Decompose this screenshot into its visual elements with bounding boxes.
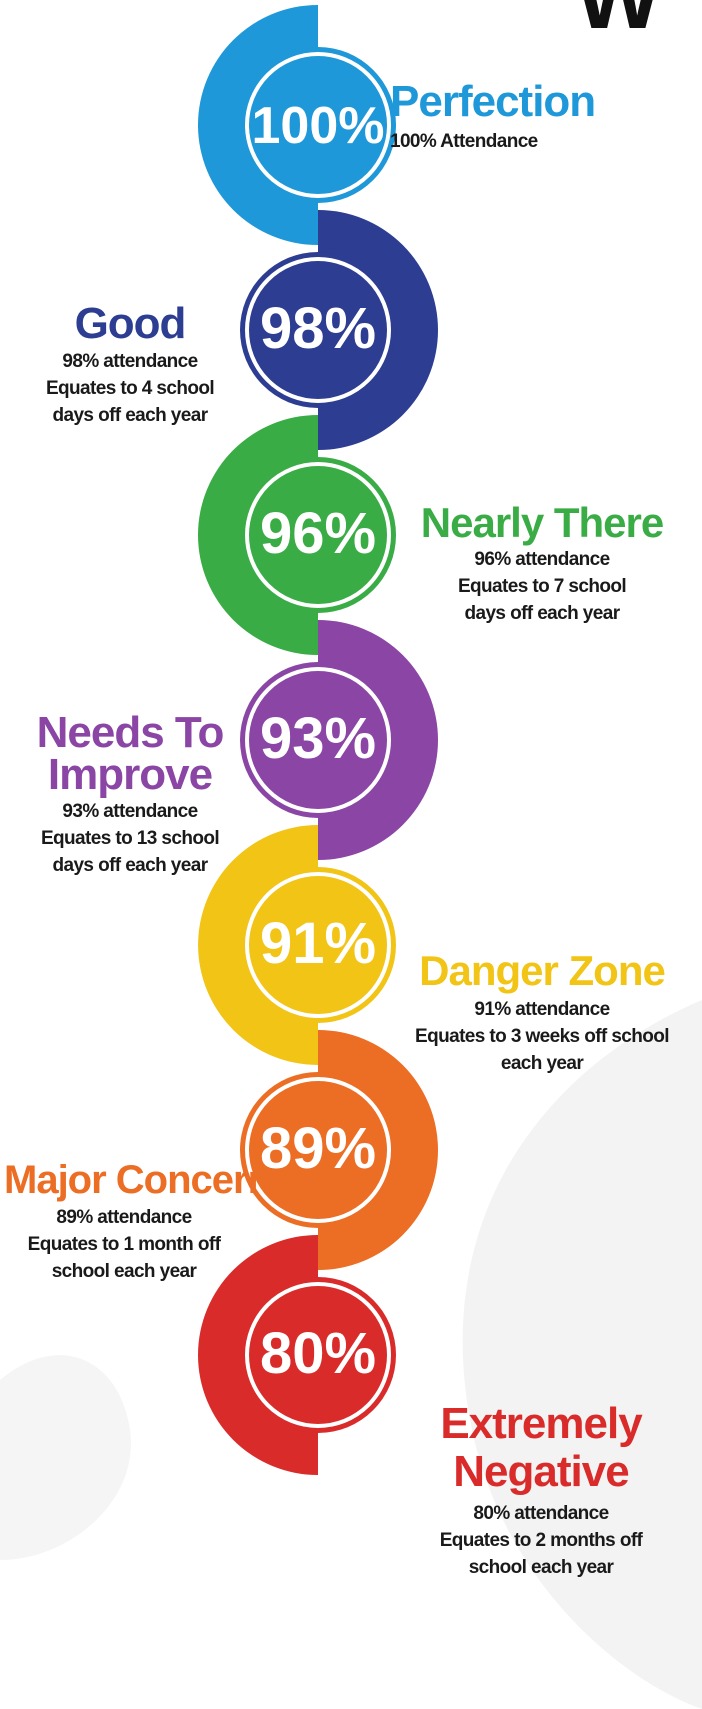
percent-circle-5: 89% bbox=[240, 1072, 396, 1228]
level-block-danger-zone: Danger Zone 91% attendance Equates to 3 … bbox=[392, 950, 692, 1077]
percent-label: 89% bbox=[260, 1116, 376, 1181]
level-description: 98% attendance Equates to 4 school days … bbox=[45, 351, 215, 426]
percent-circle-6: 80% bbox=[240, 1277, 396, 1433]
level-block-perfection: Perfection 100% Attendance bbox=[390, 80, 610, 155]
level-block-extremely-negative: Extremely Negative 80% attendance Equate… bbox=[410, 1400, 672, 1581]
level-title: Needs To Improve bbox=[36, 708, 225, 799]
level-title: Extremely Negative bbox=[440, 1399, 642, 1496]
level-description: 96% attendance Equates to 7 school days … bbox=[457, 549, 627, 624]
attendance-spine: 100% 98% 96% 93% 91% 89% 80% bbox=[198, 5, 438, 1475]
level-title: Danger Zone bbox=[419, 947, 666, 994]
header-fragment: W bbox=[575, 0, 662, 48]
percent-label: 98% bbox=[260, 296, 376, 361]
percent-circle-4: 91% bbox=[240, 867, 396, 1023]
level-title: Perfection bbox=[390, 77, 596, 126]
percent-circle-2: 96% bbox=[240, 457, 396, 613]
level-title: Major Concern bbox=[4, 1158, 272, 1202]
level-block-major-concern: Major Concern 89% attendance Equates to … bbox=[4, 1158, 272, 1285]
level-description: 80% attendance Equates to 2 months off s… bbox=[439, 1503, 643, 1578]
level-block-nearly-there: Nearly There 96% attendance Equates to 7… bbox=[412, 502, 672, 627]
percent-label: 96% bbox=[260, 501, 376, 566]
percent-label: 93% bbox=[260, 706, 376, 771]
level-title: Good bbox=[74, 299, 187, 348]
percent-label: 100% bbox=[252, 97, 385, 155]
percent-circle-3: 93% bbox=[240, 662, 396, 818]
level-description: 93% attendance Equates to 13 school days… bbox=[40, 801, 220, 876]
percent-label: 91% bbox=[260, 911, 376, 976]
level-description: 89% attendance Equates to 1 month off sc… bbox=[27, 1207, 221, 1282]
percent-circle-1: 98% bbox=[240, 252, 396, 408]
level-block-good: Good 98% attendance Equates to 4 school … bbox=[30, 302, 230, 429]
percent-circle-0: 100% bbox=[240, 47, 396, 203]
percent-label: 80% bbox=[260, 1321, 376, 1386]
level-title: Nearly There bbox=[420, 499, 664, 546]
background-decoration bbox=[0, 1000, 702, 1709]
level-description: 100% Attendance bbox=[390, 131, 538, 152]
level-description: 91% attendance Equates to 3 weeks off sc… bbox=[415, 999, 670, 1074]
level-block-needs-to-improve: Needs To Improve 93% attendance Equates … bbox=[30, 708, 230, 879]
